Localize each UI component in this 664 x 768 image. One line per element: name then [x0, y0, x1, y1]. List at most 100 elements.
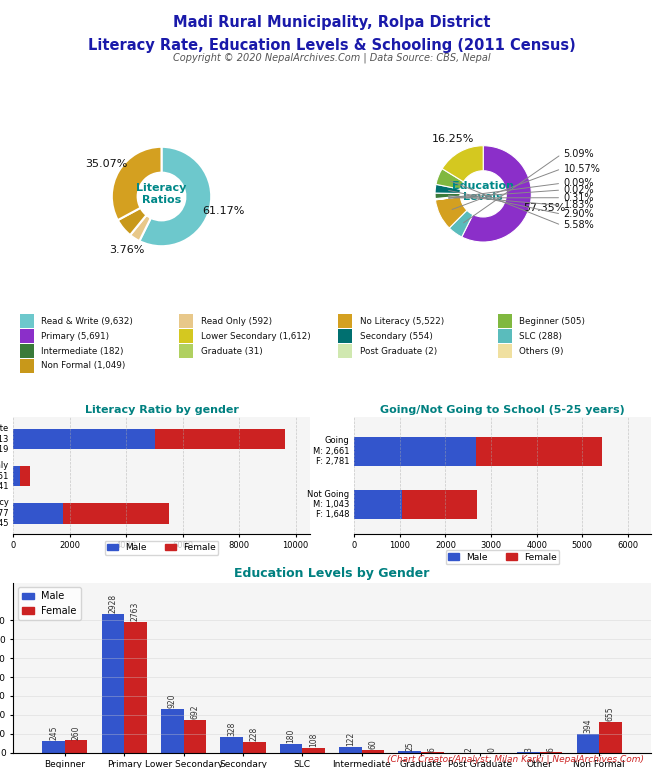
- Wedge shape: [461, 146, 531, 242]
- FancyBboxPatch shape: [339, 344, 353, 358]
- Wedge shape: [450, 210, 473, 237]
- FancyBboxPatch shape: [20, 329, 34, 343]
- Text: 5.09%: 5.09%: [564, 149, 594, 160]
- Bar: [402, 490, 477, 519]
- Text: 61.17%: 61.17%: [203, 206, 244, 216]
- Bar: [65, 740, 88, 753]
- Wedge shape: [436, 197, 467, 228]
- Text: 122: 122: [346, 732, 355, 746]
- Bar: [13, 466, 21, 486]
- Text: Post Graduate (2): Post Graduate (2): [360, 346, 438, 356]
- Wedge shape: [436, 169, 463, 189]
- Text: 180: 180: [287, 729, 295, 743]
- Bar: [183, 720, 206, 753]
- FancyBboxPatch shape: [179, 344, 193, 358]
- Text: 57.35%: 57.35%: [523, 204, 565, 214]
- Text: 16.25%: 16.25%: [432, 134, 474, 144]
- Text: Read Only (592): Read Only (592): [201, 316, 272, 326]
- FancyBboxPatch shape: [498, 329, 512, 343]
- Text: Madi Rural Municipality, Rolpa District: Madi Rural Municipality, Rolpa District: [173, 15, 491, 31]
- Bar: [354, 437, 475, 466]
- Bar: [354, 490, 402, 519]
- Text: Beginner (505): Beginner (505): [519, 316, 586, 326]
- Bar: [362, 750, 384, 753]
- Bar: [398, 751, 421, 753]
- Text: 0.02%: 0.02%: [564, 185, 594, 195]
- Text: 1.83%: 1.83%: [564, 200, 594, 210]
- Wedge shape: [130, 215, 151, 241]
- Text: 245: 245: [49, 726, 58, 740]
- FancyBboxPatch shape: [20, 359, 34, 372]
- Wedge shape: [436, 197, 460, 200]
- FancyBboxPatch shape: [179, 314, 193, 328]
- Bar: [339, 746, 362, 753]
- Text: 6: 6: [428, 746, 437, 752]
- Text: 2: 2: [465, 747, 473, 752]
- Text: 692: 692: [191, 704, 199, 719]
- Text: 108: 108: [309, 733, 318, 746]
- Text: Lower Secondary (1,612): Lower Secondary (1,612): [201, 332, 311, 341]
- Text: 0.09%: 0.09%: [564, 178, 594, 188]
- Text: 328: 328: [227, 722, 236, 737]
- Text: 25: 25: [405, 741, 414, 750]
- Text: Literacy
Ratios: Literacy Ratios: [136, 184, 187, 205]
- Text: 655: 655: [606, 707, 615, 721]
- Text: Literacy Rate, Education Levels & Schooling (2011 Census): Literacy Rate, Education Levels & School…: [88, 38, 576, 53]
- Text: No Literacy (5,522): No Literacy (5,522): [360, 316, 444, 326]
- Bar: [599, 722, 622, 753]
- Text: 35.07%: 35.07%: [86, 159, 128, 169]
- Text: Others (9): Others (9): [519, 346, 564, 356]
- Wedge shape: [436, 197, 460, 200]
- Text: 0: 0: [487, 747, 496, 752]
- FancyBboxPatch shape: [339, 314, 353, 328]
- Title: Going/Not Going to School (5-25 years): Going/Not Going to School (5-25 years): [380, 405, 625, 415]
- Text: 228: 228: [250, 727, 259, 741]
- Legend: Male, Female: Male, Female: [446, 550, 559, 564]
- Text: (Chart Creator/Analyst: Milan Karki | NepalArchives.Com): (Chart Creator/Analyst: Milan Karki | Ne…: [387, 755, 644, 764]
- Text: Graduate (31): Graduate (31): [201, 346, 262, 356]
- Bar: [102, 614, 124, 753]
- Bar: [475, 437, 602, 466]
- Text: 260: 260: [72, 725, 80, 740]
- Wedge shape: [118, 208, 147, 235]
- Bar: [220, 737, 243, 753]
- FancyBboxPatch shape: [498, 344, 512, 358]
- Text: 10.57%: 10.57%: [564, 164, 600, 174]
- Bar: [243, 742, 266, 753]
- Text: 2763: 2763: [131, 602, 140, 621]
- FancyBboxPatch shape: [339, 329, 353, 343]
- Title: Literacy Ratio by gender: Literacy Ratio by gender: [84, 405, 238, 415]
- Wedge shape: [436, 196, 460, 200]
- Bar: [280, 744, 302, 753]
- Bar: [576, 734, 599, 753]
- Text: 5.58%: 5.58%: [564, 220, 594, 230]
- Text: Education
Levels: Education Levels: [452, 180, 514, 202]
- Text: SLC (288): SLC (288): [519, 332, 562, 341]
- Bar: [302, 747, 325, 753]
- Text: 394: 394: [584, 719, 592, 733]
- Legend: Male, Female: Male, Female: [105, 541, 218, 555]
- Bar: [13, 503, 64, 524]
- FancyBboxPatch shape: [20, 344, 34, 358]
- Text: Copyright © 2020 NepalArchives.Com | Data Source: CBS, Nepal: Copyright © 2020 NepalArchives.Com | Dat…: [173, 53, 491, 63]
- FancyBboxPatch shape: [498, 314, 512, 328]
- Text: 0.31%: 0.31%: [564, 193, 594, 203]
- Bar: [161, 709, 183, 753]
- Text: 60: 60: [369, 740, 377, 749]
- Text: Primary (5,691): Primary (5,691): [41, 332, 110, 341]
- Wedge shape: [435, 193, 460, 199]
- FancyBboxPatch shape: [179, 329, 193, 343]
- Text: 920: 920: [168, 694, 177, 708]
- Text: Read & Write (9,632): Read & Write (9,632): [41, 316, 133, 326]
- Legend: Male, Female: Male, Female: [18, 588, 81, 620]
- Text: 3.76%: 3.76%: [110, 245, 145, 255]
- Text: Non Formal (1,049): Non Formal (1,049): [41, 362, 125, 370]
- Bar: [21, 466, 30, 486]
- Title: Education Levels by Gender: Education Levels by Gender: [234, 567, 430, 580]
- Bar: [64, 503, 169, 524]
- Text: Secondary (554): Secondary (554): [360, 332, 433, 341]
- Text: 2928: 2928: [108, 594, 118, 614]
- FancyBboxPatch shape: [20, 314, 34, 328]
- Bar: [155, 429, 286, 449]
- Text: 2.90%: 2.90%: [564, 209, 594, 219]
